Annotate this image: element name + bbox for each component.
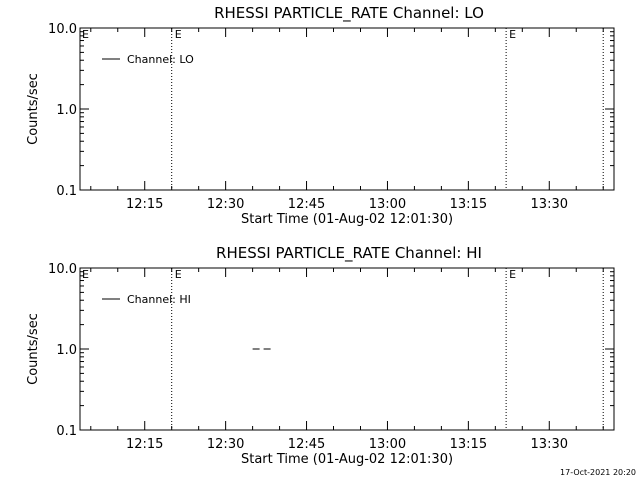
x-tick-label: 13:30 <box>531 437 568 452</box>
x-tick-label: 13:15 <box>450 197 487 212</box>
event-marker-label: E <box>509 28 516 41</box>
chart-title: RHESSI PARTICLE_RATE Channel: HI <box>216 244 482 263</box>
chart-panel-1: RHESSI PARTICLE_RATE Channel: HI 0.1 1.0 10… <box>26 244 615 467</box>
chart-title: RHESSI PARTICLE_RATE Channel: LO <box>214 4 484 23</box>
x-tick-label: 12:30 <box>207 437 244 452</box>
y-tick-label: 0.1 <box>56 424 77 439</box>
footer-timestamp: 17-Oct-2021 20:20 <box>560 468 636 477</box>
y-tick-label: 1.0 <box>56 103 77 118</box>
event-marker-label: E <box>175 28 182 41</box>
x-tick-label: 12:45 <box>288 437 325 452</box>
y-axis-label: Counts/sec <box>26 73 41 145</box>
y-tick-label: 10.0 <box>48 22 77 37</box>
y-tick-label: 1.0 <box>56 343 77 358</box>
legend-entry: Channel: LO <box>127 53 194 66</box>
x-tick-label: 13:00 <box>369 197 406 212</box>
y-tick-label: 10.0 <box>48 262 77 277</box>
start-flag-label: E <box>82 28 89 41</box>
x-tick-label: 12:45 <box>288 197 325 212</box>
y-tick-label: 0.1 <box>56 184 77 199</box>
x-tick-label: 13:15 <box>450 437 487 452</box>
x-axis-label: Start Time (01-Aug-02 12:01:30) <box>241 452 453 467</box>
x-tick-label: 13:00 <box>369 437 406 452</box>
y-axis-label: Counts/sec <box>26 313 41 385</box>
start-flag-label: E <box>82 268 89 281</box>
x-tick-label: 13:30 <box>531 197 568 212</box>
chart-panel-0: RHESSI PARTICLE_RATE Channel: LO 0.1 1.0 10… <box>26 4 615 227</box>
x-tick-label: 12:15 <box>126 197 163 212</box>
legend-entry: Channel: HI <box>127 293 191 306</box>
x-tick-label: 12:15 <box>126 437 163 452</box>
event-marker-label: E <box>509 268 516 281</box>
x-tick-label: 12:30 <box>207 197 244 212</box>
event-marker-label: E <box>175 268 182 281</box>
x-axis-label: Start Time (01-Aug-02 12:01:30) <box>241 212 453 227</box>
